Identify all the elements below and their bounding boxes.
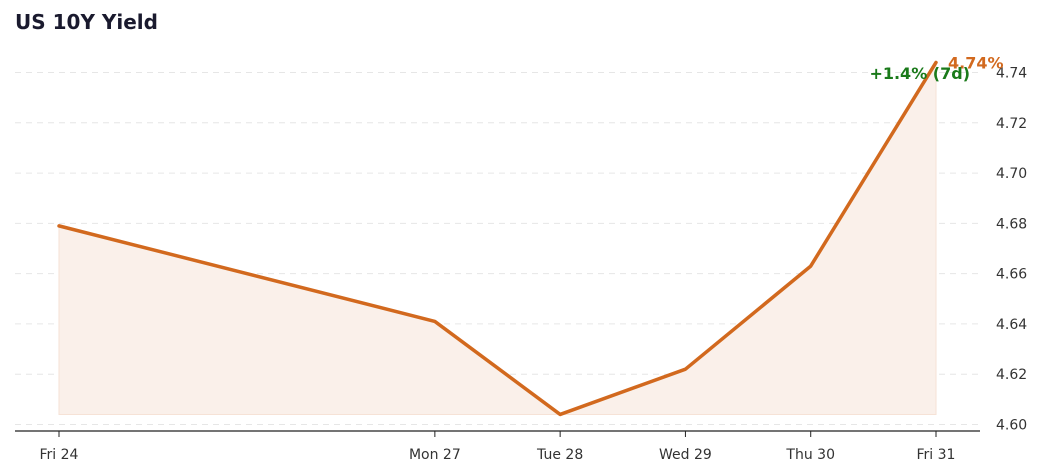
x-tick-label: Fri 24 — [40, 447, 79, 463]
x-tick-label: Wed 29 — [659, 447, 712, 463]
label-layer: 4.74%+1.4% (7d) — [869, 53, 1003, 83]
x-tick-label: Mon 27 — [409, 447, 461, 463]
area-fill-layer — [58, 60, 937, 416]
y-tick-label: 4.72 — [996, 116, 1027, 132]
axis-layer: 4.60 4.62 4.64 4.66 4.68 4.70 4.72 4.74 Fri 24 Mo… — [15, 66, 1027, 463]
yield-line — [57, 60, 938, 417]
x-tick-label: Fri 31 — [917, 447, 956, 463]
last-value-label: 4.74% — [948, 53, 1004, 72]
y-tick-label: 4.70 — [996, 166, 1027, 182]
x-tick-label: Thu 30 — [785, 447, 835, 463]
x-tick-label: Tue 28 — [536, 447, 583, 463]
y-tick-label: 4.60 — [996, 418, 1027, 434]
change-label: +1.4% (7d) — [869, 64, 970, 83]
y-tick-label: 4.66 — [996, 267, 1027, 283]
y-tick-label: 4.64 — [996, 317, 1027, 333]
y-tick-label: 4.74 — [996, 66, 1027, 82]
series-line-layer — [57, 60, 938, 417]
y-tick-label: 4.68 — [996, 216, 1027, 232]
chart-title: US 10Y Yield — [15, 10, 158, 34]
area-fill — [58, 60, 937, 416]
y-tick-label: 4.62 — [996, 367, 1027, 383]
